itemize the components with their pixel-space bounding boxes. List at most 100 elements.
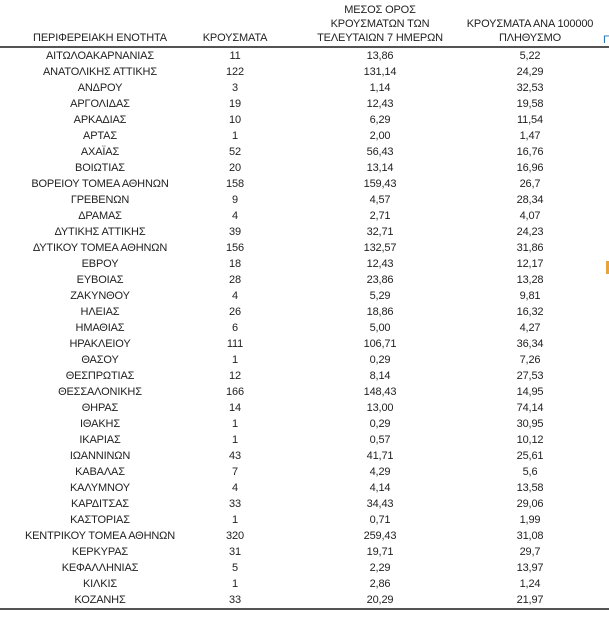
avg7-cell: 148,43 [363, 386, 397, 398]
avg7-cell: 131,14 [363, 66, 397, 78]
cases-cell: 320 [226, 530, 244, 542]
table-row: ΓΡΕΒΕΝΩΝ 9 4,57 28,34 [0, 192, 609, 208]
per100k-cell: 4,07 [519, 210, 541, 222]
table-row: ΚΑΒΑΛΑΣ 7 4,29 5,6 [0, 464, 609, 480]
avg7-cell: 0,71 [369, 514, 391, 526]
gap-cell [270, 176, 305, 192]
per100k-cell: 21,97 [516, 594, 544, 606]
per100k-cell: 1,99 [519, 514, 541, 526]
table-row: ΚΑΡΔΙΤΣΑΣ 33 34,43 29,06 [0, 496, 609, 512]
region-cell: ΙΚΑΡΙΑΣ [79, 434, 121, 446]
avg7-cell: 106,71 [363, 338, 397, 350]
per100k-cell: 24,23 [516, 226, 544, 238]
column-header-per100k-line2: ΠΛΗΘΥΣΜΟ [498, 32, 562, 44]
table-row: ΘΕΣΠΡΩΤΙΑΣ 12 8,14 27,53 [0, 368, 609, 384]
per100k-cell: 36,34 [516, 338, 544, 350]
cases-cell: 9 [232, 194, 238, 206]
per100k-cell: 1,24 [519, 578, 541, 590]
cases-cell: 4 [232, 210, 238, 222]
gap-cell [270, 512, 305, 528]
region-cell: ΘΑΣΟΥ [81, 354, 119, 366]
table-row: ΚΑΣΤΟΡΙΑΣ 1 0,71 1,99 [0, 512, 609, 528]
column-header-cases-label: ΚΡΟΥΣΜΑΤΑ [202, 32, 268, 44]
cases-cell: 1 [232, 130, 238, 142]
region-cell: ΕΒΡΟΥ [81, 258, 119, 270]
gap-cell [270, 80, 305, 96]
table-row: ΚΕΝΤΡΙΚΟΥ ΤΟΜΕΑ ΑΘΗΝΩΝ 320 259,43 31,08 [0, 528, 609, 544]
region-cell: ΗΛΕΙΑΣ [80, 306, 120, 318]
gap-cell [270, 96, 305, 112]
cases-cell: 1 [232, 434, 238, 446]
region-cell: ΚΟΖΑΝΗΣ [74, 594, 126, 606]
table-row: ΗΡΑΚΛΕΙΟΥ 111 106,71 36,34 [0, 336, 609, 352]
region-cell: ΚΑΛΥΜΝΟΥ [70, 482, 130, 494]
gap-cell [270, 160, 305, 176]
gap-cell [270, 528, 305, 544]
region-cell: ΗΡΑΚΛΕΙΟΥ [69, 338, 131, 350]
region-cell: ΕΥΒΟΙΑΣ [76, 274, 124, 286]
table-header-row: ΠΕΡΙΦΕΡΕΙΑΚΗ ΕΝΟΤΗΤΑ ΚΡΟΥΣΜΑΤΑ ΜΕΣΟΣ ΟΡΟ… [0, 0, 609, 48]
avg7-cell: 41,71 [366, 450, 394, 462]
table-row: ΑΡΚΑΔΙΑΣ 10 6,29 11,54 [0, 112, 609, 128]
region-cell: ΔΡΑΜΑΣ [78, 210, 122, 222]
table-row: ΑΙΤΩΛΟΑΚΑΡΝΑΝΙΑΣ 11 13,86 5,22 [0, 48, 609, 64]
cases-cell: 11 [229, 50, 241, 62]
gap-cell [270, 336, 305, 352]
per100k-cell: 1,47 [519, 130, 541, 142]
table-row: ΒΟΙΩΤΙΑΣ 20 13,14 16,96 [0, 160, 609, 176]
gap-cell [270, 592, 305, 608]
avg7-cell: 1,14 [369, 82, 391, 94]
avg7-cell: 8,14 [369, 370, 391, 382]
avg7-cell: 2,00 [369, 130, 391, 142]
per100k-cell: 9,81 [519, 290, 541, 302]
region-cell: ΔΥΤΙΚΗΣ ΑΤΤΙΚΗΣ [54, 226, 146, 238]
region-cell: ΔΥΤΙΚΟΥ ΤΟΜΕΑ ΑΘΗΝΩΝ [32, 242, 168, 254]
cases-cell: 122 [226, 66, 244, 78]
avg7-cell: 5,00 [369, 322, 391, 334]
table-row: ΙΘΑΚΗΣ 1 0,29 30,95 [0, 416, 609, 432]
gap-cell [270, 368, 305, 384]
gap-cell [270, 464, 305, 480]
column-header-avg7-line1: ΜΕΣΟΣ ΟΡΟΣ [344, 4, 416, 16]
column-header-region: ΠΕΡΙΦΕΡΕΙΑΚΗ ΕΝΟΤΗΤΑ [0, 31, 200, 46]
gap-cell [270, 448, 305, 464]
avg7-cell: 18,86 [366, 306, 394, 318]
cases-cell: 33 [229, 498, 241, 510]
table-row: ΙΚΑΡΙΑΣ 1 0,57 10,12 [0, 432, 609, 448]
per100k-cell: 14,95 [516, 386, 544, 398]
cases-cell: 14 [229, 402, 241, 414]
per100k-cell: 26,7 [519, 178, 541, 190]
column-header-cases: ΚΡΟΥΣΜΑΤΑ [200, 31, 270, 46]
per100k-cell: 5,6 [522, 466, 538, 478]
gap-cell [270, 576, 305, 592]
avg7-cell: 13,00 [366, 402, 394, 414]
region-cell: ΖΑΚΥΝΘΟΥ [70, 290, 130, 302]
gap-cell [270, 416, 305, 432]
table-row: ΖΑΚΥΝΘΟΥ 4 5,29 9,81 [0, 288, 609, 304]
region-cell: ΚΑΡΔΙΤΣΑΣ [71, 498, 129, 510]
avg7-cell: 2,29 [369, 562, 391, 574]
region-cell: ΚΕΡΚΥΡΑΣ [71, 546, 129, 558]
region-cell: ΒΟΡΕΙΟΥ ΤΟΜΕΑ ΑΘΗΝΩΝ [31, 178, 169, 190]
region-cell: ΑΧΑΪΑΣ [80, 146, 120, 158]
cases-cell: 6 [232, 322, 238, 334]
cases-cell: 31 [229, 546, 241, 558]
table-row: ΙΩΑΝΝΙΝΩΝ 43 41,71 25,61 [0, 448, 609, 464]
per100k-cell: 32,53 [516, 82, 544, 94]
avg7-cell: 2,71 [369, 210, 391, 222]
avg7-cell: 4,57 [369, 194, 391, 206]
per100k-cell: 4,27 [519, 322, 541, 334]
per100k-cell: 5,22 [519, 50, 541, 62]
table-row: ΗΜΑΘΙΑΣ 6 5,00 4,27 [0, 320, 609, 336]
gap-cell [270, 320, 305, 336]
table-body: ΑΙΤΩΛΟΑΚΑΡΝΑΝΙΑΣ 11 13,86 5,22 ΑΝΑΤΟΛΙΚΗΣ ΑΤ… [0, 48, 609, 610]
gap-cell [270, 352, 305, 368]
column-header-avg7-line3: ΤΕΛΕΥΤΑΙΩΝ 7 ΗΜΕΡΩΝ [317, 32, 443, 44]
cases-cell: 28 [229, 274, 241, 286]
table-row: ΑΡΤΑΣ 1 2,00 1,47 [0, 128, 609, 144]
gap-cell [270, 224, 305, 240]
per100k-cell: 11,54 [517, 114, 543, 126]
table-row: ΚΙΛΚΙΣ 1 2,86 1,24 [0, 576, 609, 592]
cases-cell: 1 [232, 514, 238, 526]
cases-cell: 1 [232, 418, 238, 430]
